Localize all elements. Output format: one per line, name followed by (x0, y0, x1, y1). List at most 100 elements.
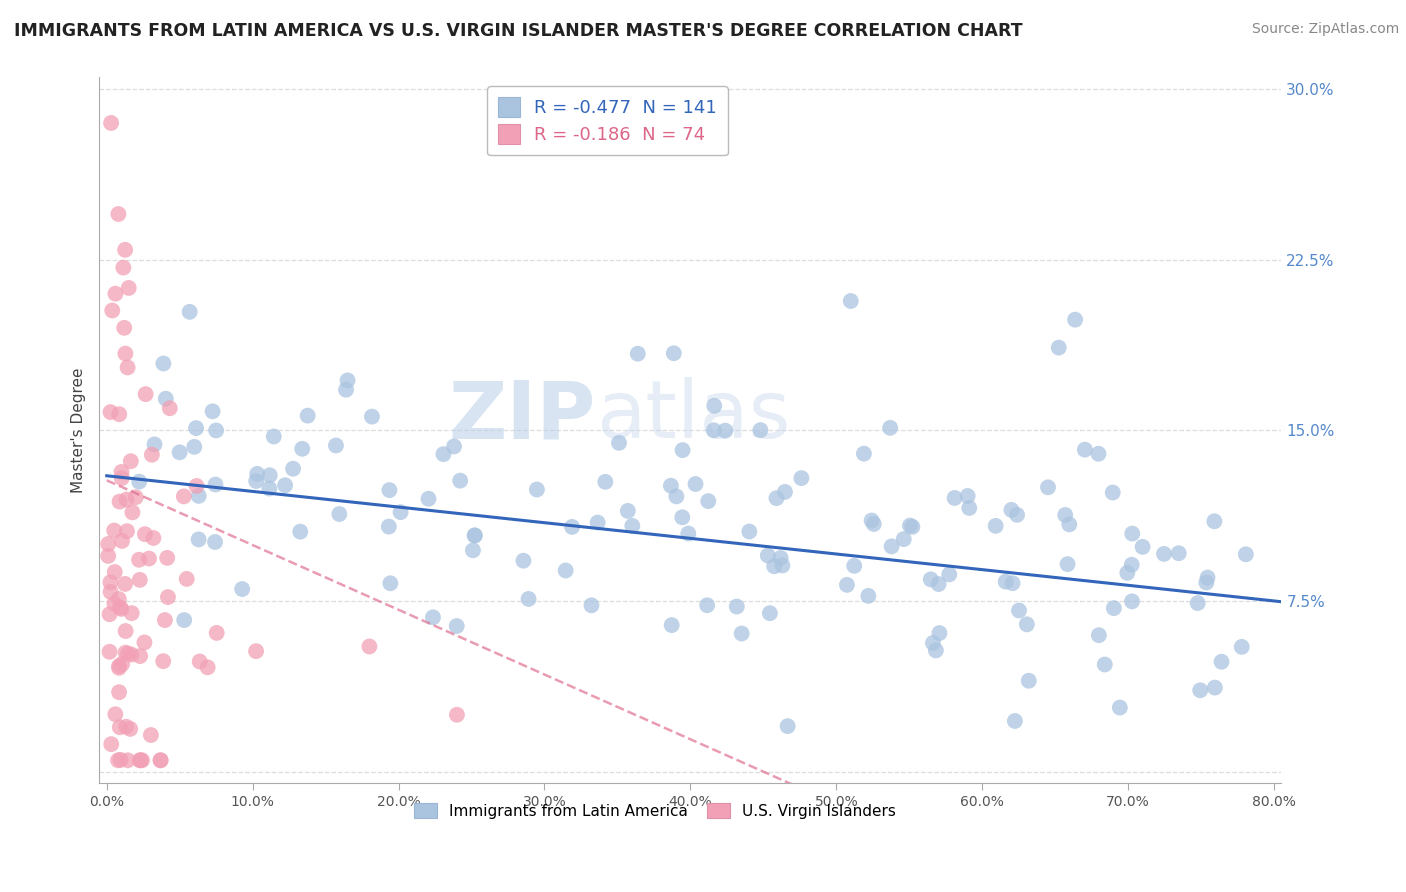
Point (259, 482, 281, 496)
Point (422, 610, 444, 624)
Point (169, 445, 191, 459)
Point (152, 357, 174, 371)
Point (586, 516, 609, 530)
Point (107, 207, 129, 221)
Point (1121, 526, 1143, 541)
Point (112, 260, 135, 275)
Point (173, 613, 195, 627)
Point (1230, 640, 1253, 654)
Point (464, 528, 486, 542)
Point (627, 347, 650, 361)
Point (153, 613, 176, 627)
Point (155, 392, 177, 406)
Point (922, 636, 945, 650)
Point (595, 475, 617, 489)
Point (984, 519, 1007, 533)
Point (879, 421, 901, 435)
Point (517, 591, 540, 606)
Point (1047, 341, 1070, 355)
Point (104, 707, 127, 722)
Point (107, 753, 129, 767)
Point (446, 707, 468, 722)
Point (1000, 503, 1022, 517)
Point (1056, 557, 1078, 571)
Point (108, 494, 131, 508)
Point (1132, 540, 1154, 554)
Text: atlas: atlas (596, 377, 790, 455)
Point (925, 643, 948, 657)
Point (204, 535, 226, 549)
Point (443, 440, 465, 454)
Point (159, 401, 181, 416)
Point (880, 540, 903, 554)
Point (844, 558, 866, 573)
Point (773, 484, 796, 499)
Point (100, 405, 122, 419)
Point (893, 532, 915, 546)
Point (1018, 673, 1040, 688)
Point (607, 435, 630, 450)
Point (246, 467, 269, 481)
Point (111, 533, 134, 548)
Point (110, 465, 132, 479)
Point (920, 573, 942, 587)
Point (956, 489, 979, 503)
Point (418, 491, 440, 506)
Point (179, 305, 201, 319)
Point (671, 510, 693, 524)
Point (901, 520, 924, 534)
Point (359, 640, 381, 654)
Point (176, 572, 198, 586)
Point (1102, 601, 1125, 615)
Point (1234, 547, 1257, 561)
Point (763, 559, 786, 574)
Point (108, 592, 131, 607)
Point (756, 549, 779, 563)
Point (1101, 485, 1123, 500)
Point (114, 577, 136, 591)
Point (104, 286, 127, 301)
Point (725, 599, 748, 614)
Point (759, 606, 782, 620)
Point (231, 582, 253, 596)
Point (678, 526, 700, 541)
Text: ZIP: ZIP (449, 377, 596, 455)
Point (662, 346, 685, 360)
Point (259, 468, 281, 483)
Point (173, 489, 195, 503)
Point (1008, 603, 1031, 617)
Point (378, 519, 401, 533)
Point (98, 645, 121, 659)
Point (661, 618, 683, 632)
Point (1153, 547, 1175, 561)
Point (335, 383, 357, 397)
Point (110, 602, 132, 616)
Point (446, 619, 468, 633)
Point (665, 489, 688, 503)
Point (117, 753, 139, 767)
Point (121, 505, 143, 519)
Point (464, 528, 486, 542)
Point (131, 753, 153, 767)
Y-axis label: Master's Degree: Master's Degree (72, 368, 86, 493)
Point (1187, 596, 1209, 610)
Point (325, 438, 347, 452)
Point (943, 491, 966, 505)
Point (142, 531, 165, 545)
Point (186, 479, 208, 493)
Point (205, 626, 228, 640)
Point (769, 551, 792, 566)
Point (1054, 508, 1077, 522)
Point (1064, 312, 1087, 326)
Point (118, 281, 141, 295)
Point (696, 599, 718, 613)
Point (685, 477, 707, 491)
Point (245, 474, 267, 488)
Point (97, 537, 120, 551)
Point (110, 753, 132, 767)
Point (114, 243, 136, 257)
Point (938, 567, 960, 582)
Point (108, 659, 131, 673)
Point (120, 722, 142, 736)
Point (135, 387, 157, 401)
